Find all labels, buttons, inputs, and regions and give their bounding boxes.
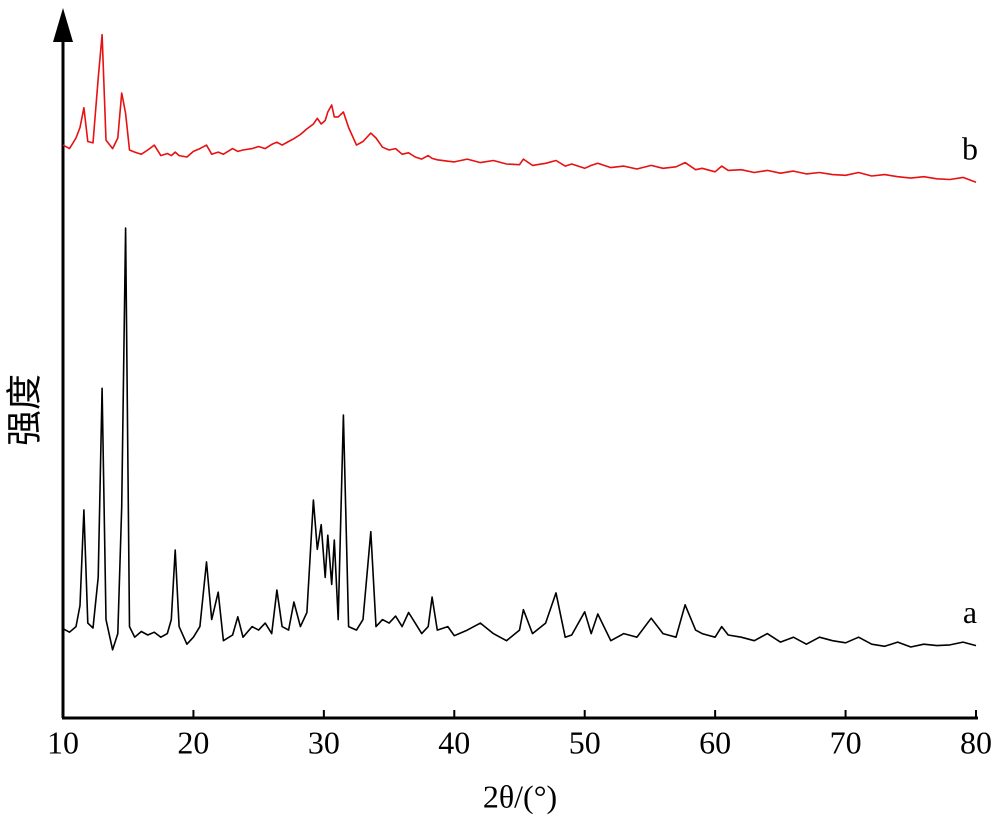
x-tick-label: 20 — [177, 724, 209, 760]
x-axis-label: 2θ/(°) — [483, 778, 557, 814]
series-line — [62, 33, 977, 184]
x-tick-label: 40 — [438, 724, 470, 760]
series-line — [62, 227, 977, 651]
x-tick-label: 50 — [569, 724, 601, 760]
x-tick-label: 10 — [47, 724, 79, 760]
y-axis-arrow — [53, 8, 73, 42]
y-axis-label: 强度 — [4, 374, 44, 446]
series-label: b — [962, 131, 978, 167]
x-tick-label: 30 — [308, 724, 340, 760]
x-tick-label: 60 — [699, 724, 731, 760]
x-tick-label: 80 — [960, 724, 992, 760]
series-label: a — [963, 594, 977, 630]
x-tick-label: 70 — [830, 724, 862, 760]
